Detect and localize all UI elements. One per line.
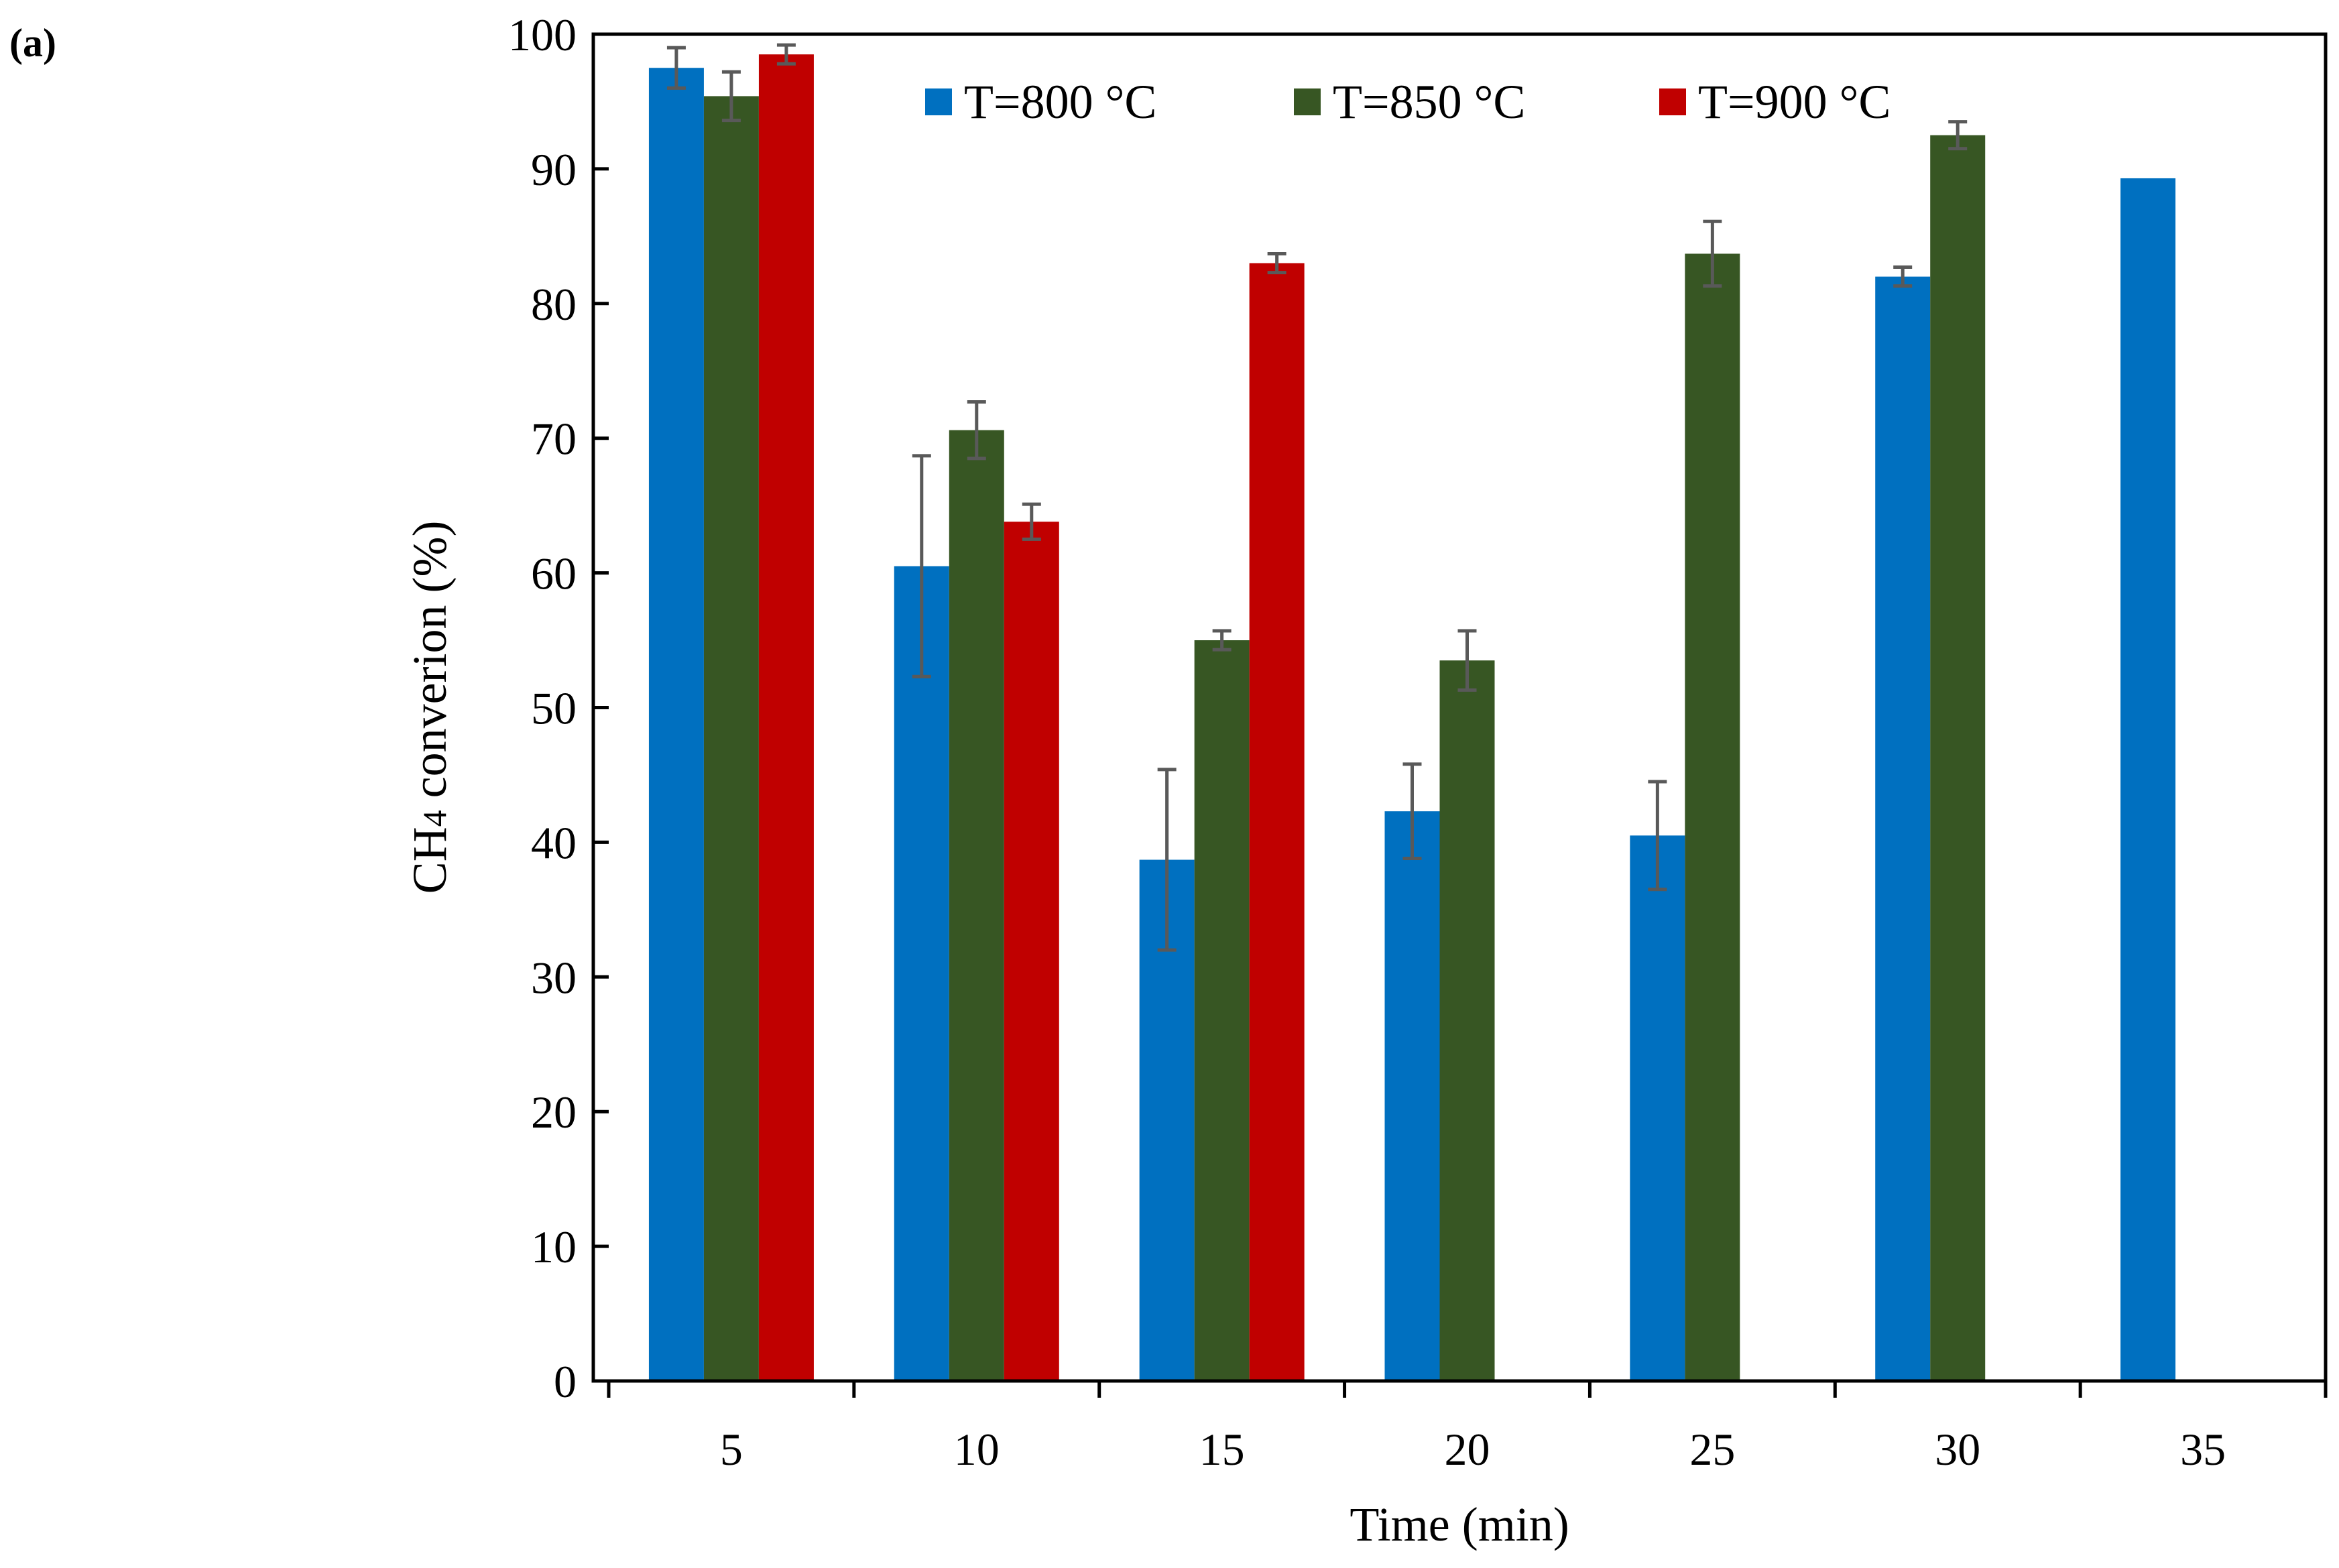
legend: T=800 °C T=850 °C T=900 °C <box>925 75 1891 129</box>
panel-label: (a) <box>9 21 56 65</box>
y-tick-label: 30 <box>531 952 577 1003</box>
bar <box>949 430 1004 1381</box>
x-tick-label: 10 <box>954 1424 1000 1475</box>
x-tick-label: 5 <box>720 1424 743 1475</box>
bar <box>1439 660 1495 1381</box>
x-tick-label: 35 <box>2180 1424 2226 1475</box>
bar <box>894 566 949 1382</box>
y-tick-label: 40 <box>531 817 577 868</box>
legend-swatch <box>1659 88 1686 115</box>
bar <box>1004 522 1059 1381</box>
y-tick-label: 10 <box>531 1221 577 1272</box>
legend-label: T=900 °C <box>1698 75 1891 129</box>
x-axis: 5 10 15 20 25 30 35 <box>607 1379 2328 1475</box>
x-tick-label: 30 <box>1935 1424 1980 1475</box>
y-tick-label: 70 <box>531 414 577 465</box>
y-tick-label: 80 <box>531 279 577 330</box>
y-tick-label: 90 <box>531 144 577 195</box>
y-tick-label: 60 <box>531 548 577 599</box>
x-tick-label: 20 <box>1445 1424 1490 1475</box>
legend-item: T=800 °C <box>925 75 1156 129</box>
y-tick-label: 0 <box>554 1356 577 1407</box>
legend-item: T=850 °C <box>1294 75 1525 129</box>
y-tick-label: 50 <box>531 683 577 734</box>
legend-label: T=800 °C <box>964 75 1156 129</box>
bar <box>1685 253 1740 1381</box>
bar <box>1194 640 1250 1381</box>
x-tick-label: 25 <box>1689 1424 1735 1475</box>
errorbars-layer <box>666 43 1968 952</box>
bar <box>703 96 759 1381</box>
bar <box>1384 811 1440 1381</box>
bar <box>1930 135 1986 1381</box>
bar <box>2120 178 2176 1381</box>
legend-label: T=850 °C <box>1333 75 1525 129</box>
y-axis-title-main: CH <box>403 827 457 894</box>
legend-item: T=900 °C <box>1659 75 1891 129</box>
x-tick-label: 15 <box>1199 1424 1245 1475</box>
y-axis-title-subscript: 4 <box>416 810 453 827</box>
y-tick-label: 20 <box>531 1087 577 1138</box>
bar <box>648 68 704 1382</box>
y-axis: 0 10 20 30 40 50 60 70 80 90 100 <box>508 9 609 1407</box>
bars-layer <box>648 54 2176 1382</box>
bar <box>1630 835 1685 1381</box>
legend-swatch <box>1294 88 1321 115</box>
bar <box>758 54 814 1381</box>
y-axis-title: CH4 converion (%) <box>403 521 457 894</box>
legend-swatch <box>925 88 952 115</box>
bar <box>1875 276 1931 1381</box>
y-tick-label: 100 <box>508 9 577 60</box>
bar <box>1249 263 1305 1381</box>
y-axis-title-rest: converion (%) <box>403 521 457 810</box>
x-axis-title: Time (min) <box>1350 1498 1569 1551</box>
